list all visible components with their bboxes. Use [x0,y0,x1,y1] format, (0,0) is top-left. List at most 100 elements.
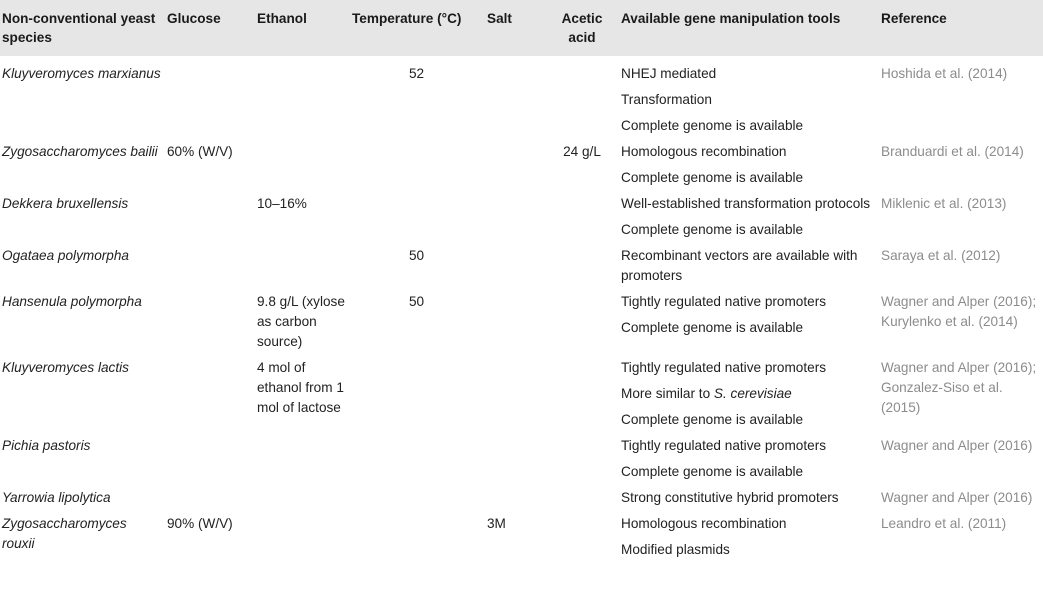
cell-ethanol [255,139,350,191]
cell-species: Pichia pastoris [2,438,91,453]
cell-temperature [350,355,485,433]
cell-temperature [350,139,485,191]
cell-acetic-acid [547,355,619,433]
cell-reference: Wagner and Alper (2016); Gonzalez-Siso e… [881,360,1037,415]
cell-glucose [165,243,255,289]
table-row: Kluyveromyces lactis 4 mol of ethanol fro… [0,355,1043,433]
table-row: Kluyveromyces marxianus 52 NHEJ mediated Tr… [0,56,1043,139]
cell-acetic-acid: 24 g/L [563,144,601,159]
header-reference: Reference [879,0,1043,56]
cell-glucose [165,355,255,433]
cell-ethanol: 10–16% [257,196,307,211]
cell-temperature [350,191,485,243]
tool-item: Recombinant vectors are available with p… [621,246,875,286]
cell-reference: Leandro et al. (2011) [881,516,1007,531]
tool-item: Complete genome is available [621,168,875,188]
cell-reference: Branduardi et al. (2014) [881,144,1024,159]
tool-text: Modified plasmids [621,542,730,557]
tool-text: Complete genome is available [621,412,804,427]
cell-temperature: 52 [408,66,425,81]
cell-acetic-acid [547,191,619,243]
cell-salt [485,56,547,139]
cell-tools: Homologous recombination Complete genome … [619,139,879,191]
tool-item: Tightly regulated native promoters [621,292,875,312]
tool-item: NHEJ mediated [621,64,875,84]
cell-salt [485,139,547,191]
tool-text: Tightly regulated native promoters [621,438,827,453]
cell-reference: Wagner and Alper (2016) [881,490,1033,505]
cell-tools: Well-established transformation protocol… [619,191,879,243]
header-salt: Salt [485,0,547,56]
table-row: Ogataea polymorpha 50 Recombinant vectors … [0,243,1043,289]
tool-item: Complete genome is available [621,116,875,136]
cell-reference: Hoshida et al. (2014) [881,66,1008,81]
header-ethanol: Ethanol [255,0,350,56]
tool-text-italic: S. cerevisiae [713,386,792,401]
tool-text: More similar to [621,386,714,401]
cell-tools: NHEJ mediated Transformation Complete geno… [619,56,879,139]
cell-salt: 3M [487,516,506,531]
cell-ethanol [255,485,350,511]
cell-salt [485,433,547,485]
cell-acetic-acid [547,433,619,485]
cell-acetic-acid [547,485,619,511]
cell-glucose: 90% (W/V) [167,516,233,531]
cell-temperature [350,433,485,485]
cell-temperature: 50 [408,248,425,263]
header-species: Non-conventional yeast species [0,0,165,56]
tool-text: Well-established transformation protocol… [621,196,871,211]
table-row: Dekkera bruxellensis 10–16% Well-establish… [0,191,1043,243]
table-body: Kluyveromyces marxianus 52 NHEJ mediated Tr… [0,56,1043,560]
header-glucose: Glucose [165,0,255,56]
cell-species: Zygosaccharomyces bailii [2,144,158,159]
cell-glucose [165,56,255,139]
tool-text: Complete genome is available [621,222,804,237]
yeast-table: Non-conventional yeast species Glucose E… [0,0,1043,560]
cell-reference: Wagner and Alper (2016); Kurylenko et al… [881,294,1037,329]
header-tools: Available gene manipulation tools [619,0,879,56]
tool-item: Complete genome is available [621,318,875,338]
tool-text: NHEJ mediated [621,66,717,81]
tool-item: Well-established transformation protocol… [621,194,875,214]
cell-salt [485,191,547,243]
cell-tools: Tightly regulated native promoters Comple… [619,433,879,485]
cell-salt [485,355,547,433]
cell-species: Ogataea polymorpha [2,248,129,263]
cell-salt [485,243,547,289]
header-temperature: Temperature (°C) [350,0,485,56]
tool-item: Modified plasmids [621,540,875,560]
tool-text: Recombinant vectors are available with p… [621,248,858,283]
cell-species: Kluyveromyces marxianus [2,66,161,81]
table-row: Hansenula polymorpha 9.8 g/L (xylose as c… [0,289,1043,355]
tool-text: Strong constitutive hybrid promoters [621,490,839,505]
tool-item: Homologous recombination [621,142,875,162]
table-row: Pichia pastoris Tightly regulated native … [0,433,1043,485]
tool-text: Transformation [621,92,712,107]
cell-glucose: 60% (W/V) [167,144,233,159]
tool-text: Homologous recombination [621,516,787,531]
tool-text: Homologous recombination [621,144,787,159]
tool-item: Tightly regulated native promoters [621,436,875,456]
cell-species: Zygosaccharomyces rouxii [2,516,127,551]
cell-glucose [165,433,255,485]
tool-text: Complete genome is available [621,118,804,133]
cell-glucose [165,191,255,243]
tool-item: Homologous recombination [621,514,875,534]
cell-tools: Homologous recombination Modified plasmid… [619,511,879,560]
tool-text: Complete genome is available [621,170,804,185]
cell-ethanol [255,56,350,139]
cell-ethanol [255,433,350,485]
cell-salt [485,485,547,511]
tool-text: Complete genome is available [621,320,804,335]
cell-reference: Miklenic et al. (2013) [881,196,1007,211]
cell-glucose [165,289,255,355]
table-row: Zygosaccharomyces rouxii 90% (W/V) 3M Homol… [0,511,1043,560]
cell-ethanol [255,511,350,560]
cell-acetic-acid [547,243,619,289]
cell-ethanol [255,243,350,289]
header-row: Non-conventional yeast species Glucose E… [0,0,1043,56]
tool-item: Tightly regulated native promoters [621,358,875,378]
tool-text: Tightly regulated native promoters [621,360,827,375]
cell-ethanol: 9.8 g/L (xylose as carbon source) [257,294,345,349]
tool-item: Complete genome is available [621,220,875,240]
